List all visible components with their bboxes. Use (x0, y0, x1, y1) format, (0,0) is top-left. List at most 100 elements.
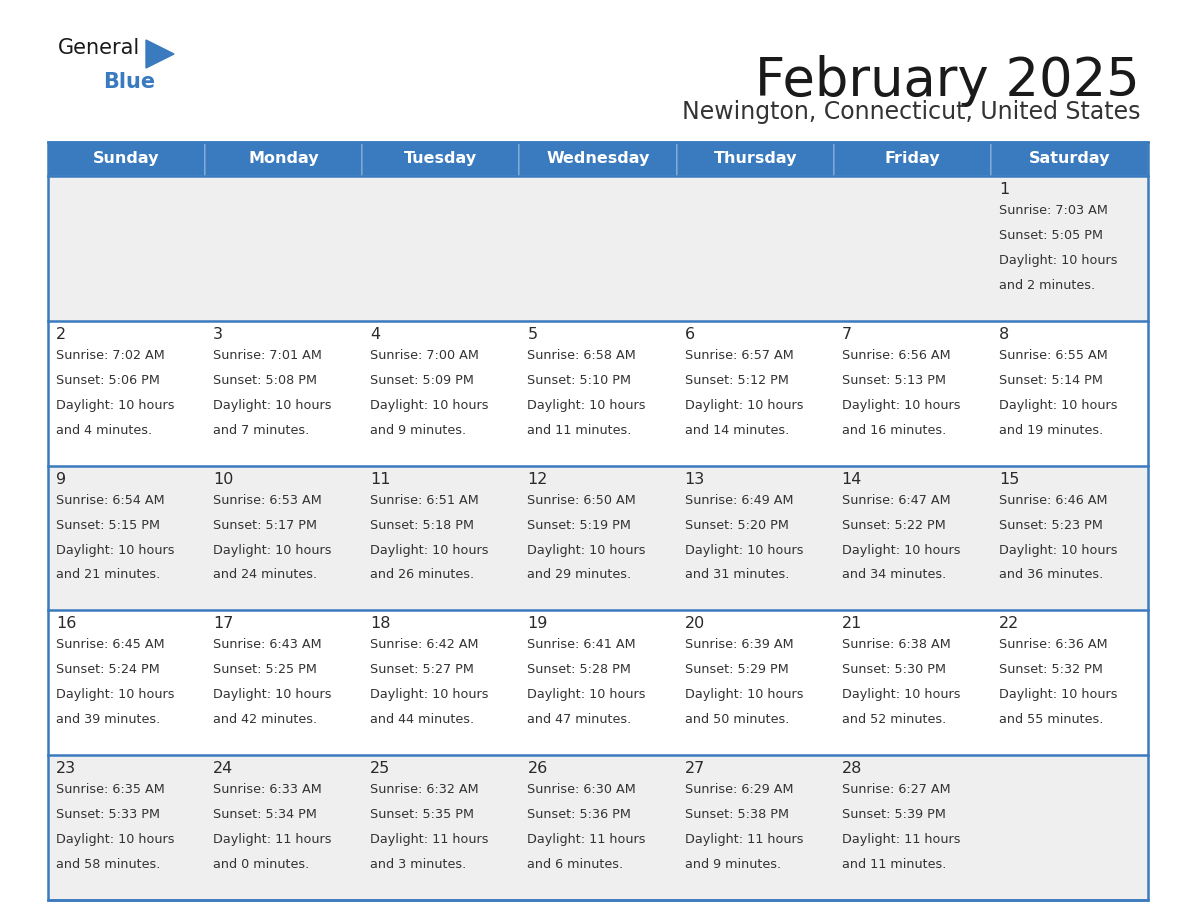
Text: 11: 11 (371, 472, 391, 487)
Text: Daylight: 10 hours: Daylight: 10 hours (56, 543, 175, 556)
Bar (48, 610, 206, 756)
Bar (677, 176, 834, 320)
Text: Sunrise: 7:00 AM: Sunrise: 7:00 AM (371, 349, 479, 362)
Bar (834, 610, 991, 756)
Bar (991, 176, 1148, 320)
Text: Daylight: 10 hours: Daylight: 10 hours (213, 398, 331, 412)
Text: Sunset: 5:27 PM: Sunset: 5:27 PM (371, 664, 474, 677)
Text: and 11 minutes.: and 11 minutes. (527, 424, 632, 437)
Text: Daylight: 10 hours: Daylight: 10 hours (527, 688, 646, 701)
Bar (991, 320, 1148, 465)
Text: 24: 24 (213, 761, 233, 777)
Bar (362, 320, 519, 465)
Bar (362, 465, 519, 610)
Bar (834, 756, 991, 900)
Text: Sunset: 5:10 PM: Sunset: 5:10 PM (527, 374, 632, 386)
Text: Daylight: 11 hours: Daylight: 11 hours (213, 834, 331, 846)
Text: 7: 7 (842, 327, 852, 341)
Text: Daylight: 10 hours: Daylight: 10 hours (371, 543, 488, 556)
Text: and 0 minutes.: and 0 minutes. (213, 858, 309, 871)
Text: 22: 22 (999, 616, 1019, 632)
Text: Sunrise: 6:45 AM: Sunrise: 6:45 AM (56, 638, 165, 652)
Text: and 55 minutes.: and 55 minutes. (999, 713, 1104, 726)
Bar (834, 465, 991, 610)
Text: Sunrise: 7:03 AM: Sunrise: 7:03 AM (999, 204, 1107, 217)
Bar (48, 756, 206, 900)
Text: 23: 23 (56, 761, 76, 777)
Text: 1: 1 (999, 182, 1009, 197)
Text: Daylight: 11 hours: Daylight: 11 hours (684, 834, 803, 846)
Bar (206, 465, 362, 610)
Bar (48, 176, 206, 320)
Text: Daylight: 10 hours: Daylight: 10 hours (56, 688, 175, 701)
Text: Thursday: Thursday (713, 151, 797, 166)
Text: Sunrise: 6:42 AM: Sunrise: 6:42 AM (371, 638, 479, 652)
Text: 19: 19 (527, 616, 548, 632)
Text: February 2025: February 2025 (756, 55, 1140, 107)
Text: 5: 5 (527, 327, 537, 341)
Bar (834, 320, 991, 465)
Text: 12: 12 (527, 472, 548, 487)
Bar (362, 142, 519, 176)
Text: Tuesday: Tuesday (404, 151, 478, 166)
Text: Sunday: Sunday (94, 151, 160, 166)
Text: Sunset: 5:34 PM: Sunset: 5:34 PM (213, 808, 317, 822)
Text: Sunrise: 6:27 AM: Sunrise: 6:27 AM (842, 783, 950, 796)
Text: and 58 minutes.: and 58 minutes. (56, 858, 160, 871)
Bar (834, 176, 991, 320)
Text: and 47 minutes.: and 47 minutes. (527, 713, 632, 726)
Bar (519, 142, 677, 176)
Text: Sunset: 5:35 PM: Sunset: 5:35 PM (371, 808, 474, 822)
Text: 18: 18 (371, 616, 391, 632)
Text: General: General (58, 38, 140, 58)
Text: 28: 28 (842, 761, 862, 777)
Bar (991, 610, 1148, 756)
Text: Sunrise: 6:47 AM: Sunrise: 6:47 AM (842, 494, 950, 507)
Text: Sunrise: 6:57 AM: Sunrise: 6:57 AM (684, 349, 794, 362)
Text: Daylight: 10 hours: Daylight: 10 hours (684, 688, 803, 701)
Text: Sunrise: 6:30 AM: Sunrise: 6:30 AM (527, 783, 637, 796)
Bar (519, 465, 677, 610)
Text: Daylight: 10 hours: Daylight: 10 hours (56, 834, 175, 846)
Text: and 31 minutes.: and 31 minutes. (684, 568, 789, 581)
Text: Sunrise: 6:53 AM: Sunrise: 6:53 AM (213, 494, 322, 507)
Text: Daylight: 10 hours: Daylight: 10 hours (213, 688, 331, 701)
Text: and 34 minutes.: and 34 minutes. (842, 568, 946, 581)
Text: Sunset: 5:25 PM: Sunset: 5:25 PM (213, 664, 317, 677)
Text: Sunset: 5:23 PM: Sunset: 5:23 PM (999, 519, 1102, 532)
Bar (362, 176, 519, 320)
Text: Daylight: 10 hours: Daylight: 10 hours (999, 688, 1118, 701)
Text: Daylight: 10 hours: Daylight: 10 hours (842, 543, 960, 556)
Bar (991, 756, 1148, 900)
Text: Daylight: 10 hours: Daylight: 10 hours (684, 398, 803, 412)
Text: Sunrise: 6:41 AM: Sunrise: 6:41 AM (527, 638, 636, 652)
Text: Sunrise: 6:49 AM: Sunrise: 6:49 AM (684, 494, 794, 507)
Text: Sunrise: 6:50 AM: Sunrise: 6:50 AM (527, 494, 637, 507)
Text: and 26 minutes.: and 26 minutes. (371, 568, 474, 581)
Text: Sunset: 5:12 PM: Sunset: 5:12 PM (684, 374, 789, 386)
Bar (362, 756, 519, 900)
Text: Sunset: 5:18 PM: Sunset: 5:18 PM (371, 519, 474, 532)
Bar (677, 610, 834, 756)
Text: Sunrise: 6:51 AM: Sunrise: 6:51 AM (371, 494, 479, 507)
Bar (362, 610, 519, 756)
Text: 20: 20 (684, 616, 704, 632)
Text: Sunrise: 6:35 AM: Sunrise: 6:35 AM (56, 783, 165, 796)
Text: Daylight: 11 hours: Daylight: 11 hours (371, 834, 488, 846)
Bar (834, 142, 991, 176)
Text: Sunset: 5:30 PM: Sunset: 5:30 PM (842, 664, 946, 677)
Text: Daylight: 10 hours: Daylight: 10 hours (999, 543, 1118, 556)
Text: Sunset: 5:09 PM: Sunset: 5:09 PM (371, 374, 474, 386)
Text: Daylight: 10 hours: Daylight: 10 hours (527, 543, 646, 556)
Text: Sunset: 5:05 PM: Sunset: 5:05 PM (999, 229, 1102, 242)
Text: and 7 minutes.: and 7 minutes. (213, 424, 309, 437)
Text: 14: 14 (842, 472, 862, 487)
Text: Sunrise: 7:02 AM: Sunrise: 7:02 AM (56, 349, 165, 362)
Bar (48, 320, 206, 465)
Text: Sunset: 5:06 PM: Sunset: 5:06 PM (56, 374, 160, 386)
Text: and 9 minutes.: and 9 minutes. (684, 858, 781, 871)
Text: Sunrise: 6:46 AM: Sunrise: 6:46 AM (999, 494, 1107, 507)
Text: 13: 13 (684, 472, 704, 487)
Text: Daylight: 10 hours: Daylight: 10 hours (527, 398, 646, 412)
Text: and 19 minutes.: and 19 minutes. (999, 424, 1104, 437)
